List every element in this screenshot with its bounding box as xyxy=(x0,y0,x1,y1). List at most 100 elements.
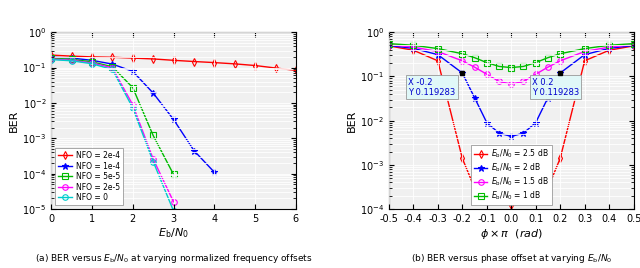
$E_\mathrm{b}/N_0$ = 2.5 dB xyxy=(605,49,613,52)
$E_\mathrm{b}/N_0$ = 1.5 dB xyxy=(434,50,442,53)
$E_\mathrm{b}/N_0$ = 2.5 dB xyxy=(532,189,540,192)
NFO = 1e-4 xyxy=(109,62,116,66)
NFO = 5e-5 xyxy=(170,173,177,176)
$E_\mathrm{b}/N_0$ = 2 dB xyxy=(458,71,466,75)
NFO = 5e-5 xyxy=(129,86,136,89)
NFO = 2e-4 xyxy=(271,66,279,70)
$E_\mathrm{b}/N_0$ = 2.5 dB xyxy=(470,186,478,189)
Text: X 0.2
Y 0.119283: X 0.2 Y 0.119283 xyxy=(532,77,579,97)
Line: $E_\mathrm{b}/N_0$ = 2.5 dB: $E_\mathrm{b}/N_0$ = 2.5 dB xyxy=(386,43,636,207)
NFO = 1e-4 xyxy=(129,70,136,73)
NFO = 5e-5 xyxy=(88,60,96,64)
NFO = 5e-5 xyxy=(47,57,55,60)
NFO = 2e-5 xyxy=(88,61,96,65)
$E_\mathrm{b}/N_0$ = 1.5 dB xyxy=(581,50,589,53)
Line: NFO = 1e-4: NFO = 1e-4 xyxy=(48,54,218,176)
Line: $E_\mathrm{b}/N_0$ = 2 dB: $E_\mathrm{b}/N_0$ = 2 dB xyxy=(385,42,637,140)
$E_\mathrm{b}/N_0$ = 2.5 dB xyxy=(630,44,637,47)
Line: NFO = 5e-5: NFO = 5e-5 xyxy=(49,55,177,177)
NFO = 0 xyxy=(47,58,55,61)
$E_\mathrm{b}/N_0$ = 1.5 dB xyxy=(495,80,503,83)
$E_\mathrm{b}/N_0$ = 1.5 dB xyxy=(410,46,417,49)
$E_\mathrm{b}/N_0$ = 1.5 dB xyxy=(458,59,466,62)
NFO = 0 xyxy=(170,209,177,213)
$E_\mathrm{b}/N_0$ = 1 dB xyxy=(458,52,466,55)
$E_\mathrm{b}/N_0$ = 1 dB xyxy=(508,66,515,69)
$E_\mathrm{b}/N_0$ = 2 dB xyxy=(581,53,589,56)
$E_\mathrm{b}/N_0$ = 2.5 dB xyxy=(458,157,466,160)
NFO = 1e-4 xyxy=(68,57,76,60)
$E_\mathrm{b}/N_0$ = 1 dB xyxy=(605,44,613,47)
$E_\mathrm{b}/N_0$ = 2.5 dB xyxy=(385,44,393,47)
$E_\mathrm{b}/N_0$ = 1 dB xyxy=(470,56,478,59)
NFO = 2e-4 xyxy=(252,64,259,67)
NFO = 1e-4 xyxy=(211,171,218,174)
$E_\mathrm{b}/N_0$ = 1.5 dB xyxy=(544,65,552,69)
Line: NFO = 2e-4: NFO = 2e-4 xyxy=(49,52,299,73)
$E_\mathrm{b}/N_0$ = 1 dB xyxy=(581,47,589,50)
NFO = 2e-4 xyxy=(170,59,177,62)
$E_\mathrm{b}/N_0$ = 1 dB xyxy=(532,61,540,64)
$E_\mathrm{b}/N_0$ = 1 dB xyxy=(544,56,552,59)
$E_\mathrm{b}/N_0$ = 2.5 dB xyxy=(544,186,552,189)
NFO = 0 xyxy=(149,160,157,163)
$E_\mathrm{b}/N_0$ = 2 dB xyxy=(630,44,637,47)
$E_\mathrm{b}/N_0$ = 2 dB xyxy=(483,121,491,124)
$E_\mathrm{b}/N_0$ = 2 dB xyxy=(520,132,527,135)
$E_\mathrm{b}/N_0$ = 1.5 dB xyxy=(605,46,613,49)
NFO = 0 xyxy=(109,68,116,71)
X-axis label: $E_\mathrm{b}/N_0$: $E_\mathrm{b}/N_0$ xyxy=(158,227,189,240)
$E_\mathrm{b}/N_0$ = 2 dB xyxy=(434,53,442,56)
$E_\mathrm{b}/N_0$ = 2.5 dB xyxy=(556,157,564,160)
$E_\mathrm{b}/N_0$ = 1.5 dB xyxy=(556,59,564,62)
NFO = 5e-5 xyxy=(109,65,116,68)
$E_\mathrm{b}/N_0$ = 2 dB xyxy=(544,96,552,99)
$E_\mathrm{b}/N_0$ = 2.5 dB xyxy=(434,59,442,62)
X-axis label: $\phi \times \pi$  $(rad)$: $\phi \times \pi$ $(rad)$ xyxy=(480,227,543,241)
$E_\mathrm{b}/N_0$ = 2.5 dB xyxy=(495,197,503,200)
NFO = 2e-4 xyxy=(68,54,76,58)
$E_\mathrm{b}/N_0$ = 1 dB xyxy=(495,65,503,68)
Y-axis label: BER: BER xyxy=(10,109,19,132)
$E_\mathrm{b}/N_0$ = 2 dB xyxy=(385,44,393,47)
$E_\mathrm{b}/N_0$ = 1 dB xyxy=(385,42,393,45)
$E_\mathrm{b}/N_0$ = 2 dB xyxy=(508,135,515,138)
$E_\mathrm{b}/N_0$ = 1.5 dB xyxy=(508,83,515,86)
$E_\mathrm{b}/N_0$ = 1 dB xyxy=(520,65,527,68)
Line: NFO = 2e-5: NFO = 2e-5 xyxy=(49,56,177,204)
Text: (b) BER versus phase offset at varying $E_\mathrm{b}/N_0$: (b) BER versus phase offset at varying $… xyxy=(410,252,612,265)
$E_\mathrm{b}/N_0$ = 2 dB xyxy=(556,71,564,75)
Text: X -0.2
Y 0.119283: X -0.2 Y 0.119283 xyxy=(408,77,456,97)
NFO = 0 xyxy=(88,62,96,65)
NFO = 1e-4 xyxy=(149,91,157,95)
NFO = 2e-4 xyxy=(109,56,116,59)
NFO = 2e-4 xyxy=(88,55,96,58)
Line: NFO = 0: NFO = 0 xyxy=(49,57,177,214)
NFO = 5e-5 xyxy=(68,58,76,61)
NFO = 2e-5 xyxy=(109,66,116,69)
NFO = 2e-4 xyxy=(129,57,136,60)
$E_\mathrm{b}/N_0$ = 1 dB xyxy=(434,47,442,50)
NFO = 2e-4 xyxy=(211,61,218,64)
$E_\mathrm{b}/N_0$ = 1 dB xyxy=(483,61,491,64)
$E_\mathrm{b}/N_0$ = 2.5 dB xyxy=(520,197,527,200)
NFO = 0 xyxy=(129,106,136,110)
$E_\mathrm{b}/N_0$ = 2 dB xyxy=(605,47,613,50)
$E_\mathrm{b}/N_0$ = 1.5 dB xyxy=(520,80,527,83)
$E_\mathrm{b}/N_0$ = 2 dB xyxy=(470,96,478,99)
$E_\mathrm{b}/N_0$ = 2.5 dB xyxy=(581,59,589,62)
$E_\mathrm{b}/N_0$ = 2.5 dB xyxy=(410,49,417,52)
$E_\mathrm{b}/N_0$ = 2.5 dB xyxy=(483,189,491,192)
$E_\mathrm{b}/N_0$ = 1 dB xyxy=(410,44,417,47)
Line: $E_\mathrm{b}/N_0$ = 1 dB: $E_\mathrm{b}/N_0$ = 1 dB xyxy=(386,41,636,70)
$E_\mathrm{b}/N_0$ = 2 dB xyxy=(410,47,417,50)
NFO = 0 xyxy=(68,59,76,62)
NFO = 1e-4 xyxy=(88,59,96,62)
NFO = 2e-5 xyxy=(149,157,157,161)
NFO = 5e-5 xyxy=(149,134,157,137)
Y-axis label: BER: BER xyxy=(347,109,357,132)
$E_\mathrm{b}/N_0$ = 1.5 dB xyxy=(470,65,478,69)
NFO = 2e-4 xyxy=(149,57,157,61)
$E_\mathrm{b}/N_0$ = 2 dB xyxy=(532,121,540,124)
NFO = 2e-5 xyxy=(68,59,76,62)
